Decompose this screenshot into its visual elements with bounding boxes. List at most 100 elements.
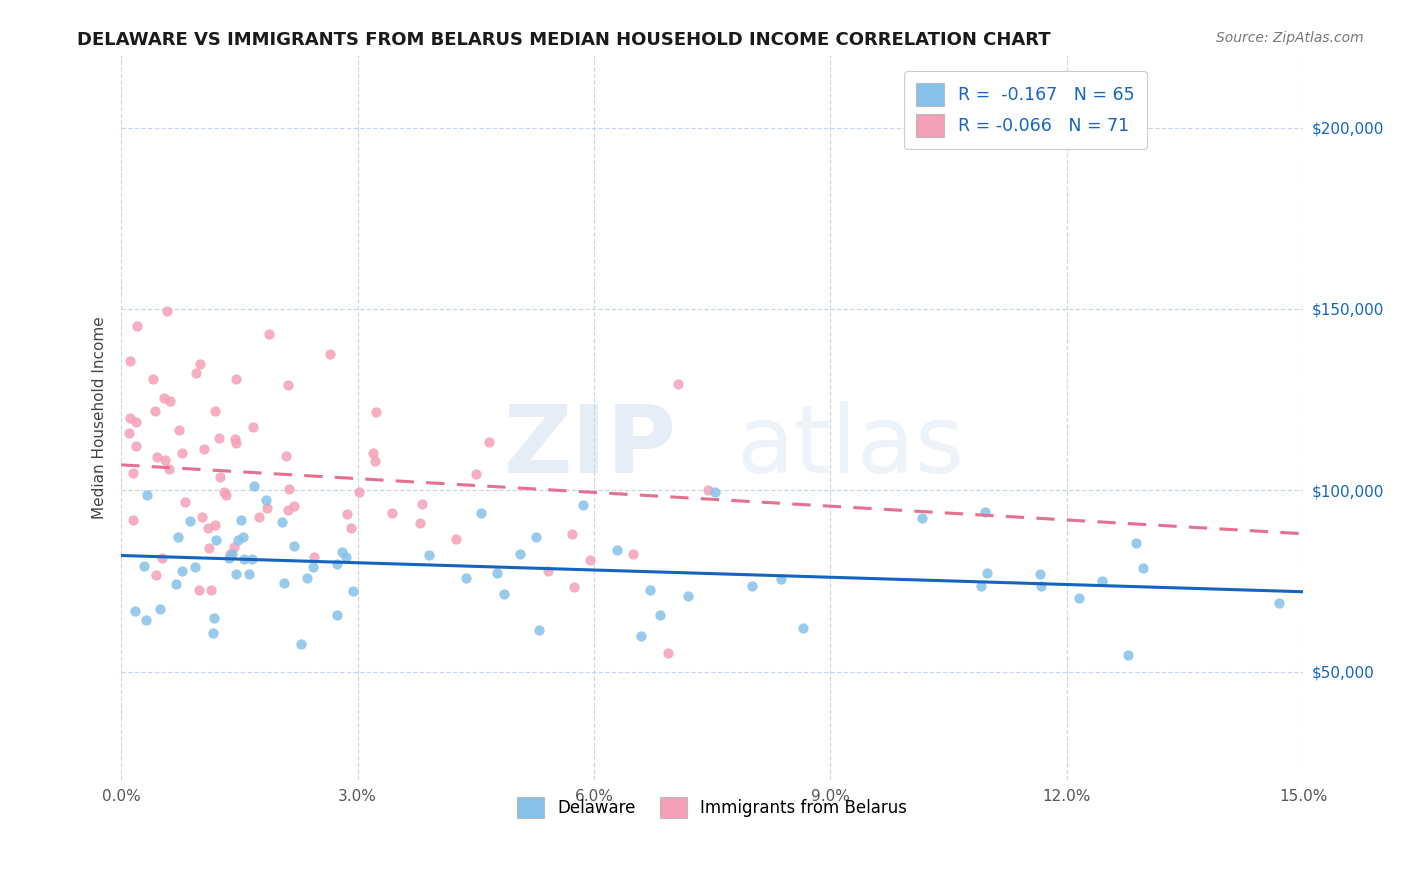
Point — [240, 552, 263, 566]
Point — [703, 484, 725, 499]
Point — [187, 582, 209, 597]
Point — [259, 327, 281, 342]
Point — [630, 629, 652, 643]
Point — [145, 568, 167, 582]
Point — [278, 482, 301, 496]
Point — [197, 541, 219, 556]
Point — [976, 566, 998, 580]
Point — [153, 391, 176, 405]
Point — [666, 376, 689, 391]
Point — [153, 452, 176, 467]
Point — [120, 354, 142, 368]
Point — [363, 446, 385, 460]
Point — [247, 510, 270, 524]
Point — [231, 513, 253, 527]
Point — [238, 567, 260, 582]
Point — [572, 498, 595, 512]
Point — [340, 521, 363, 535]
Point — [1132, 561, 1154, 575]
Point — [232, 552, 254, 566]
Point — [769, 572, 792, 586]
Point — [188, 357, 211, 371]
Point — [242, 419, 264, 434]
Point — [697, 483, 720, 498]
Point — [165, 577, 187, 591]
Point — [212, 485, 235, 500]
Point — [167, 530, 190, 544]
Point — [527, 623, 550, 637]
Point — [214, 488, 236, 502]
Point — [143, 404, 166, 418]
Point — [969, 579, 991, 593]
Point — [243, 479, 266, 493]
Point — [124, 415, 146, 429]
Point — [186, 366, 208, 380]
Point — [318, 347, 340, 361]
Point — [485, 566, 508, 581]
Point — [1118, 648, 1140, 662]
Point — [1029, 579, 1052, 593]
Point — [283, 500, 305, 514]
Point — [335, 549, 357, 564]
Point — [205, 533, 228, 547]
Point — [256, 500, 278, 515]
Point — [411, 497, 433, 511]
Point — [409, 516, 432, 530]
Point — [200, 582, 222, 597]
Point — [561, 527, 583, 541]
Point — [232, 530, 254, 544]
Point — [225, 371, 247, 385]
Point — [336, 508, 359, 522]
Point — [302, 550, 325, 565]
Point — [201, 626, 224, 640]
Point — [184, 559, 207, 574]
Point — [134, 558, 156, 573]
Point — [911, 511, 934, 525]
Point — [792, 621, 814, 635]
Point — [366, 404, 388, 418]
Point — [456, 571, 478, 585]
Point — [326, 557, 349, 571]
Point — [290, 637, 312, 651]
Point — [283, 539, 305, 553]
Point — [204, 404, 226, 418]
Point — [254, 493, 277, 508]
Point — [524, 530, 547, 544]
Text: ZIP: ZIP — [503, 401, 676, 492]
Point — [222, 540, 245, 554]
Point — [120, 411, 142, 425]
Y-axis label: Median Household Income: Median Household Income — [93, 317, 107, 519]
Point — [579, 552, 602, 566]
Point — [221, 547, 243, 561]
Point — [1067, 591, 1090, 605]
Legend: Delaware, Immigrants from Belarus: Delaware, Immigrants from Belarus — [509, 789, 915, 826]
Point — [363, 454, 385, 468]
Point — [124, 604, 146, 618]
Point — [276, 450, 298, 464]
Point — [142, 372, 165, 386]
Point — [326, 607, 349, 622]
Point — [1125, 535, 1147, 549]
Point — [135, 613, 157, 627]
Text: Source: ZipAtlas.com: Source: ZipAtlas.com — [1216, 31, 1364, 45]
Point — [342, 584, 364, 599]
Point — [127, 319, 149, 334]
Point — [973, 505, 995, 519]
Point — [657, 647, 679, 661]
Point — [226, 533, 249, 547]
Point — [676, 590, 699, 604]
Text: atlas: atlas — [735, 401, 965, 492]
Point — [347, 485, 370, 500]
Point — [381, 506, 404, 520]
Point — [193, 442, 215, 456]
Point — [470, 506, 492, 520]
Point — [492, 587, 515, 601]
Point — [148, 602, 170, 616]
Point — [638, 583, 661, 598]
Point — [157, 462, 180, 476]
Point — [208, 431, 231, 445]
Point — [225, 436, 247, 450]
Point — [167, 423, 190, 437]
Point — [650, 608, 672, 623]
Point — [174, 495, 197, 509]
